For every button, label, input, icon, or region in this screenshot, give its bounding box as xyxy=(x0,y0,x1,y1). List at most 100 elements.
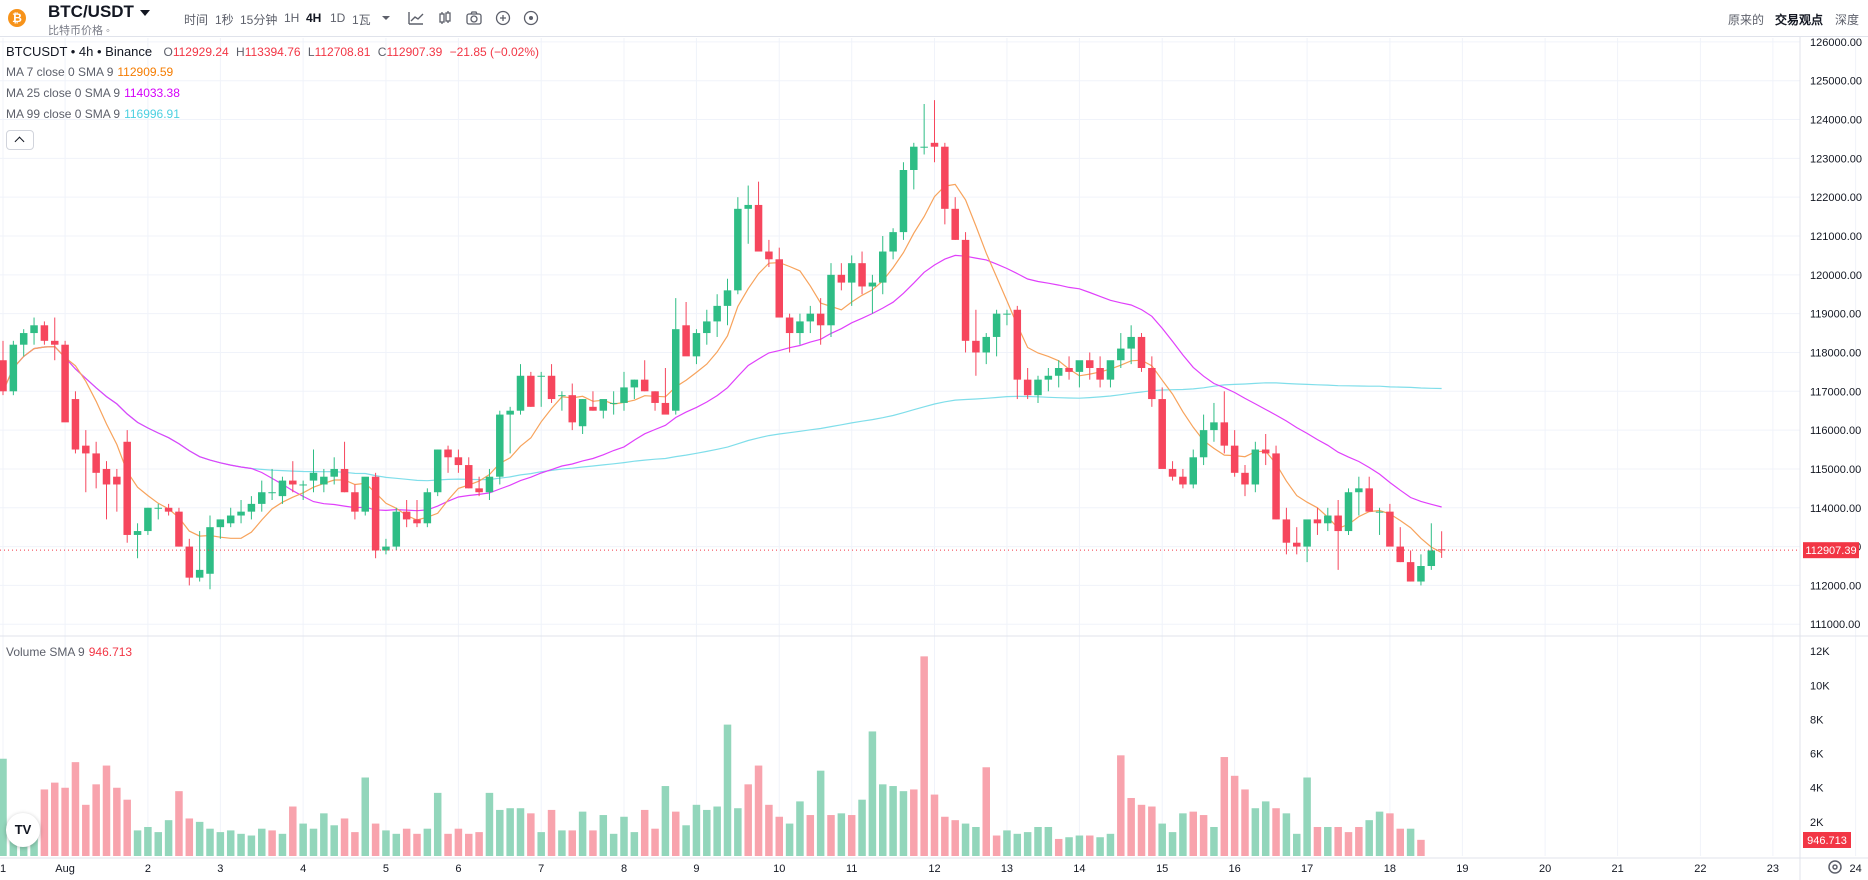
candle-body xyxy=(1313,519,1322,524)
candle-body xyxy=(620,387,628,403)
candle-type-icon[interactable] xyxy=(436,9,454,27)
candle-body xyxy=(723,290,732,306)
tradingview-logo-icon[interactable]: TV xyxy=(6,813,40,847)
candle-body xyxy=(640,379,649,392)
candle-body xyxy=(1158,399,1166,469)
tab-trading-ideas[interactable]: 交易观点 xyxy=(1775,13,1824,27)
candle xyxy=(392,507,401,551)
volume-bar xyxy=(1189,811,1197,856)
candle-body xyxy=(1210,422,1218,431)
candle-body xyxy=(910,146,918,170)
candle xyxy=(175,507,183,547)
time-tick-label: 14 xyxy=(1073,863,1085,875)
volume-bar xyxy=(806,815,815,856)
candle-body xyxy=(268,492,276,494)
candle-body xyxy=(858,263,866,287)
volume-bar xyxy=(1065,837,1073,856)
volume-bar xyxy=(1179,813,1187,856)
candle-body xyxy=(123,441,131,535)
timeframe-4h[interactable]: 4H xyxy=(306,11,322,25)
candle-body xyxy=(1013,309,1022,380)
candle-body xyxy=(754,204,763,252)
candle-body xyxy=(785,317,794,334)
candle xyxy=(1261,434,1270,466)
chevron-down-icon[interactable] xyxy=(140,10,150,16)
ma25-value: 114033.38 xyxy=(124,86,180,100)
candle xyxy=(1003,309,1011,326)
volume-bar xyxy=(1230,775,1239,856)
timeframe-time[interactable]: 时间 xyxy=(184,13,209,27)
candle xyxy=(1427,523,1436,570)
time-tick-label: 3 xyxy=(217,863,223,875)
volume-bar xyxy=(61,787,69,856)
volume-bar xyxy=(1075,835,1084,856)
settings-icon[interactable] xyxy=(1826,858,1844,876)
chart-grid xyxy=(0,38,1857,856)
camera-icon[interactable] xyxy=(465,9,483,27)
candle xyxy=(123,430,131,543)
volume-bar xyxy=(51,782,59,856)
volume-bar xyxy=(785,823,794,856)
volume-bar xyxy=(1148,806,1156,856)
candle xyxy=(723,278,732,326)
volume-bar xyxy=(1417,839,1425,856)
timeframe-1s[interactable]: 1秒 xyxy=(215,13,234,27)
volume-bar xyxy=(1344,832,1353,856)
candle-body xyxy=(465,465,473,489)
candles xyxy=(0,100,1446,590)
candle-body xyxy=(361,476,369,512)
candle-body xyxy=(1054,368,1063,376)
tab-original[interactable]: 原来的 xyxy=(1728,13,1765,27)
candle xyxy=(1086,352,1094,380)
candle-body xyxy=(413,519,421,524)
candle-body xyxy=(206,527,214,574)
time-tick-label: 21 xyxy=(1611,863,1623,875)
candle-body xyxy=(744,204,752,209)
symbol-subtitle: 比特币价格 ◦ xyxy=(48,25,110,37)
volume-bar xyxy=(92,784,100,856)
legend-close: 112907.39 xyxy=(386,45,443,59)
symbol-selector[interactable]: BTC/USDT xyxy=(48,2,134,21)
candle xyxy=(382,538,390,555)
candle-body xyxy=(1148,368,1156,400)
candle xyxy=(868,274,877,314)
candle xyxy=(920,104,928,155)
indicator-chart-icon[interactable] xyxy=(407,9,425,27)
timeframe-1w[interactable]: 1瓦 xyxy=(352,13,371,27)
timeframe-1h[interactable]: 1H xyxy=(284,11,300,25)
candle xyxy=(1241,465,1249,497)
candle-body xyxy=(1220,422,1229,446)
candle-body xyxy=(247,503,256,512)
candle xyxy=(713,294,721,337)
candle xyxy=(661,368,670,415)
price-chart[interactable]: 111000.00112000.00113000.00114000.001150… xyxy=(0,36,1868,880)
tab-depth[interactable]: 深度 xyxy=(1835,13,1860,27)
candle xyxy=(827,263,835,337)
volume-bar xyxy=(620,816,628,856)
candle-body xyxy=(309,472,318,481)
candle xyxy=(351,484,359,520)
candle-body xyxy=(1034,379,1042,396)
add-circle-icon[interactable] xyxy=(494,9,512,27)
candle-body xyxy=(992,313,1001,337)
candle xyxy=(309,449,318,493)
candle-body xyxy=(837,274,846,283)
volume-bar xyxy=(330,825,338,856)
candle xyxy=(992,309,1001,357)
volume-bar xyxy=(1199,815,1208,856)
timeframe-15m[interactable]: 15分钟 xyxy=(240,13,278,27)
volume-bar xyxy=(961,823,970,856)
ma99-value: 116996.91 xyxy=(124,107,180,121)
volume-bar xyxy=(1365,820,1373,856)
replay-icon[interactable] xyxy=(522,9,540,27)
time-tick-label: 15 xyxy=(1156,863,1168,875)
price-tick-label: 118000.00 xyxy=(1810,347,1861,359)
timeframe-1d[interactable]: 1D xyxy=(330,11,346,25)
candle-body xyxy=(61,344,69,423)
time-tick-label: 22 xyxy=(1694,863,1706,875)
candle xyxy=(1365,476,1373,512)
candle-body xyxy=(775,259,783,318)
collapse-legend-button[interactable] xyxy=(6,130,34,150)
chevron-down-icon[interactable] xyxy=(377,9,395,27)
volume-bar xyxy=(320,813,328,856)
